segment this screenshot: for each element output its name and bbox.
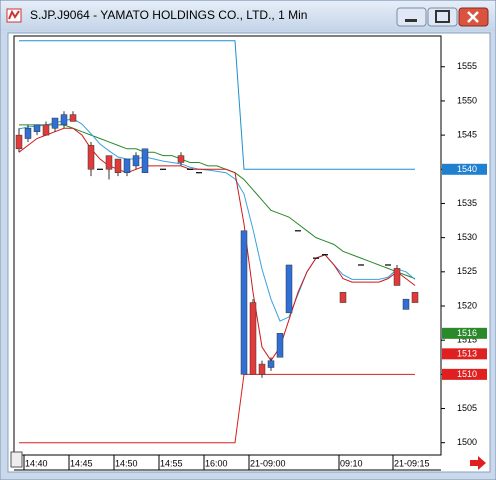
candle-body (132, 155, 140, 167)
candle-body (276, 333, 284, 358)
x-tick-label: 21-09:00 (250, 458, 286, 468)
candle-body (267, 360, 275, 368)
candle-body (177, 155, 185, 163)
y-tick-label: 1530 (457, 232, 477, 242)
candle-body (411, 292, 419, 303)
x-tick-label: 14:40 (25, 458, 48, 468)
candle-body (60, 114, 68, 126)
x-tick-label: 14:50 (115, 458, 138, 468)
y-tick-label: 1500 (457, 437, 477, 447)
close-button[interactable] (458, 7, 489, 27)
maximize-button[interactable] (427, 7, 458, 27)
y-tick-label: 1525 (457, 266, 477, 276)
price-label: 1540 (457, 164, 477, 174)
candle-body (42, 124, 50, 136)
candle-body (141, 148, 149, 173)
price-label-box (442, 368, 487, 380)
candle-body (114, 158, 122, 173)
price-label: 1513 (457, 349, 477, 359)
line-series (19, 40, 415, 170)
x-tick-label: 14:55 (160, 458, 183, 468)
line-series (18, 127, 416, 362)
y-tick-label: 1545 (457, 129, 477, 139)
candle-body (285, 264, 293, 314)
candle-body (393, 268, 401, 286)
candle-body (249, 302, 257, 375)
price-label-box (442, 163, 487, 175)
y-tick-label: 1555 (457, 61, 477, 71)
y-tick-label: 1505 (457, 403, 477, 413)
candle-body (105, 155, 113, 170)
y-tick-label: 1515 (457, 335, 477, 345)
y-tick-label: 1520 (457, 300, 477, 310)
candle-body (51, 117, 59, 129)
x-tick-label: 14:45 (70, 458, 93, 468)
x-tick-label: 16:00 (205, 458, 228, 468)
price-label: 1510 (457, 369, 477, 379)
candle-body (15, 134, 23, 150)
scroll-arrow[interactable] (470, 456, 486, 470)
app-icon (6, 8, 22, 23)
candle-body (87, 145, 95, 170)
candle-body (402, 298, 410, 310)
minimize-button[interactable] (396, 7, 427, 27)
y-tick-label: 1550 (457, 95, 477, 105)
scroll-box[interactable] (10, 451, 23, 468)
candle-body (24, 128, 32, 139)
candle-body (339, 292, 347, 303)
line-series (19, 124, 416, 280)
price-label-box (442, 327, 487, 339)
candle-body (69, 114, 77, 122)
y-tick-label: 1535 (457, 198, 477, 208)
candle-body (258, 363, 266, 375)
x-tick-label: 21-09:15 (394, 458, 430, 468)
window-title: S.JP.J9064 - YAMATO HOLDINGS CO., LTD., … (30, 8, 307, 22)
candle-body (240, 230, 248, 375)
candle-body (123, 158, 131, 173)
x-tick-label: 09:10 (340, 458, 363, 468)
plot-area (13, 35, 442, 456)
line-series (18, 118, 416, 322)
line-series (19, 373, 415, 444)
price-label-box (442, 348, 487, 360)
candle-body (33, 124, 41, 132)
price-label: 1516 (457, 328, 477, 338)
